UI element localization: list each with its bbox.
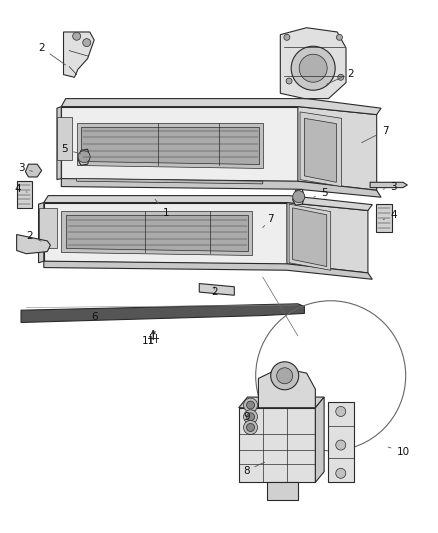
Polygon shape [376, 204, 392, 232]
Circle shape [336, 440, 346, 450]
Circle shape [277, 368, 293, 384]
Text: 5: 5 [314, 188, 328, 198]
Circle shape [291, 46, 335, 90]
Circle shape [336, 34, 343, 41]
Text: 8: 8 [243, 462, 265, 475]
Circle shape [247, 413, 254, 421]
Circle shape [293, 191, 305, 203]
Polygon shape [44, 261, 372, 279]
Polygon shape [61, 179, 381, 197]
Text: 1: 1 [155, 199, 170, 218]
Polygon shape [17, 235, 50, 254]
Polygon shape [81, 127, 259, 164]
Polygon shape [199, 284, 234, 295]
Polygon shape [239, 408, 315, 482]
Text: 10: 10 [388, 447, 410, 457]
Polygon shape [77, 123, 263, 168]
Polygon shape [293, 208, 327, 266]
Polygon shape [289, 204, 331, 270]
Polygon shape [258, 368, 315, 408]
Polygon shape [25, 164, 42, 177]
Polygon shape [77, 179, 263, 184]
Polygon shape [370, 182, 407, 188]
Circle shape [247, 423, 254, 432]
Polygon shape [78, 149, 90, 165]
Text: 2: 2 [211, 287, 218, 297]
Polygon shape [61, 107, 298, 181]
Polygon shape [57, 117, 72, 160]
Circle shape [338, 74, 344, 80]
Polygon shape [21, 304, 304, 322]
Polygon shape [328, 402, 354, 482]
Polygon shape [239, 397, 324, 408]
Circle shape [73, 32, 81, 41]
Circle shape [83, 38, 91, 47]
Polygon shape [315, 397, 324, 482]
Circle shape [247, 401, 254, 409]
Circle shape [336, 407, 346, 416]
Text: 2: 2 [26, 231, 41, 241]
Text: 2: 2 [327, 69, 354, 84]
Polygon shape [39, 203, 44, 263]
Polygon shape [44, 203, 287, 264]
Circle shape [336, 469, 346, 478]
Text: 11: 11 [142, 332, 155, 346]
Polygon shape [280, 28, 346, 99]
Polygon shape [57, 107, 61, 180]
Circle shape [271, 362, 299, 390]
Text: 9: 9 [243, 410, 256, 422]
Polygon shape [298, 107, 377, 190]
Polygon shape [64, 32, 94, 77]
Circle shape [244, 398, 258, 412]
Polygon shape [66, 215, 248, 251]
Polygon shape [61, 211, 252, 255]
Circle shape [284, 34, 290, 41]
Text: 4: 4 [383, 211, 397, 220]
Polygon shape [44, 196, 372, 211]
Circle shape [286, 78, 292, 84]
Circle shape [244, 410, 258, 424]
Circle shape [299, 54, 327, 82]
Text: 5: 5 [61, 144, 81, 154]
Polygon shape [39, 208, 57, 248]
Text: 7: 7 [263, 214, 274, 228]
Polygon shape [61, 99, 381, 115]
Text: 6: 6 [91, 311, 111, 322]
Circle shape [78, 151, 90, 163]
Text: 3: 3 [18, 163, 32, 173]
Polygon shape [17, 181, 32, 208]
Polygon shape [267, 482, 298, 500]
Polygon shape [293, 189, 304, 205]
Text: 3: 3 [383, 182, 397, 191]
Polygon shape [287, 203, 368, 273]
Circle shape [244, 421, 258, 434]
Text: 2: 2 [38, 43, 66, 65]
Text: 7: 7 [362, 126, 389, 143]
Polygon shape [304, 118, 336, 182]
Polygon shape [300, 112, 342, 187]
Text: 4: 4 [14, 184, 27, 194]
